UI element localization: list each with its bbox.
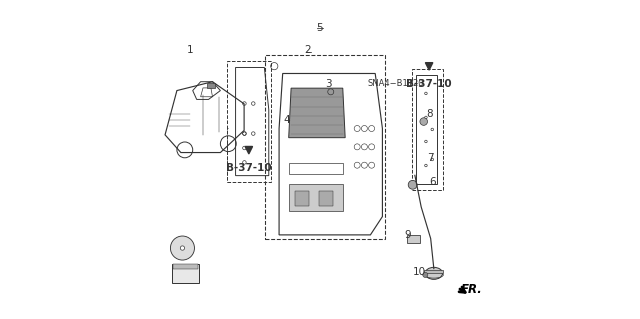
Text: 8: 8 [427, 109, 433, 119]
Bar [265, 55, 385, 239]
Bar [424, 270, 444, 273]
Text: 3: 3 [324, 78, 332, 89]
Text: 10: 10 [413, 267, 426, 277]
Bar [412, 69, 444, 189]
Ellipse shape [425, 267, 442, 279]
Text: B-37-10: B-37-10 [226, 163, 271, 173]
Bar [289, 183, 343, 211]
Text: 1: 1 [187, 45, 194, 56]
Text: 7: 7 [427, 153, 433, 163]
Bar [289, 163, 343, 174]
Text: 6: 6 [429, 177, 436, 187]
Circle shape [170, 236, 195, 260]
Text: B-37-10: B-37-10 [406, 79, 452, 89]
Text: SNA4−B1120: SNA4−B1120 [367, 79, 424, 88]
Circle shape [180, 246, 184, 250]
Text: 5: 5 [316, 23, 323, 33]
Bar [407, 235, 420, 243]
Circle shape [423, 272, 428, 278]
Bar [294, 191, 309, 205]
Bar [172, 264, 199, 283]
Bar [227, 62, 271, 182]
Bar [319, 191, 333, 205]
Text: 4: 4 [284, 115, 290, 125]
Circle shape [420, 118, 428, 125]
Text: 2: 2 [304, 45, 310, 56]
Bar [207, 83, 215, 88]
Polygon shape [289, 88, 345, 138]
Text: FR.: FR. [461, 283, 483, 296]
Circle shape [408, 180, 417, 189]
Bar [173, 264, 198, 269]
Text: 9: 9 [404, 230, 411, 241]
